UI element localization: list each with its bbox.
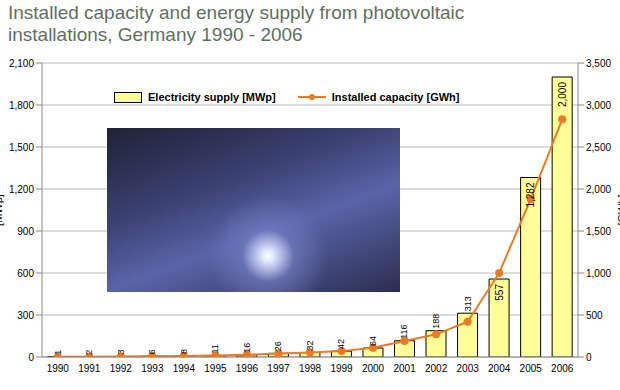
- svg-text:600: 600: [17, 268, 34, 279]
- svg-text:116: 116: [399, 324, 409, 338]
- svg-text:2: 2: [84, 350, 94, 355]
- svg-text:2003: 2003: [457, 363, 480, 374]
- svg-text:3: 3: [116, 350, 126, 355]
- svg-text:500: 500: [586, 310, 603, 321]
- svg-text:1,000: 1,000: [586, 268, 611, 279]
- svg-text:2005: 2005: [520, 363, 543, 374]
- svg-text:2,000: 2,000: [557, 82, 568, 107]
- svg-text:2000: 2000: [362, 363, 385, 374]
- svg-text:32: 32: [305, 341, 315, 351]
- svg-text:2001: 2001: [393, 363, 416, 374]
- svg-text:188: 188: [431, 314, 441, 329]
- svg-text:1,800: 1,800: [9, 100, 34, 111]
- svg-text:1996: 1996: [236, 363, 259, 374]
- svg-text:11: 11: [210, 344, 220, 353]
- html-text:Installed capacity [GWh]: Installed capacity [GWh]: [331, 91, 460, 103]
- svg-text:16: 16: [242, 343, 252, 353]
- html-text:Installed capacity and energy: Installed capacity and energy supply fro…: [8, 2, 465, 45]
- svg-text:2,100: 2,100: [9, 58, 34, 69]
- svg-text:1997: 1997: [267, 363, 290, 374]
- svg-text:1993: 1993: [141, 363, 164, 374]
- svg-text:1,500: 1,500: [586, 226, 611, 237]
- svg-text:1,500: 1,500: [9, 142, 34, 153]
- svg-text:1,282: 1,282: [525, 182, 536, 207]
- svg-text:1990: 1990: [47, 363, 70, 374]
- svg-text:900: 900: [17, 226, 34, 237]
- svg-text:8: 8: [179, 349, 189, 354]
- svg-text:1998: 1998: [299, 363, 322, 374]
- svg-text:557: 557: [494, 284, 505, 301]
- svg-text:1,200: 1,200: [9, 184, 34, 195]
- svg-text:2002: 2002: [425, 363, 448, 374]
- svg-text:1: 1: [53, 350, 63, 355]
- svg-text:2006: 2006: [551, 363, 574, 374]
- html-text:Electricity supply [MWp]: Electricity supply [MWp]: [148, 91, 276, 103]
- svg-text:313: 313: [463, 296, 473, 311]
- svg-text:1991: 1991: [78, 363, 101, 374]
- svg-text:64: 64: [368, 336, 378, 346]
- svg-text:1992: 1992: [110, 363, 133, 374]
- svg-text:0: 0: [586, 352, 592, 363]
- svg-text:0: 0: [28, 352, 34, 363]
- svg-text:6: 6: [147, 349, 157, 354]
- svg-text:2004: 2004: [488, 363, 511, 374]
- svg-text:1995: 1995: [204, 363, 227, 374]
- svg-text:26: 26: [273, 341, 283, 351]
- svg-text:3,500: 3,500: [586, 58, 611, 69]
- svg-text:2,500: 2,500: [586, 142, 611, 153]
- svg-text:1994: 1994: [173, 363, 196, 374]
- svg-text:300: 300: [17, 310, 34, 321]
- svg-text:2,000: 2,000: [586, 184, 611, 195]
- svg-text:3,000: 3,000: [586, 100, 611, 111]
- svg-text:1999: 1999: [330, 363, 353, 374]
- svg-text:42: 42: [336, 339, 346, 349]
